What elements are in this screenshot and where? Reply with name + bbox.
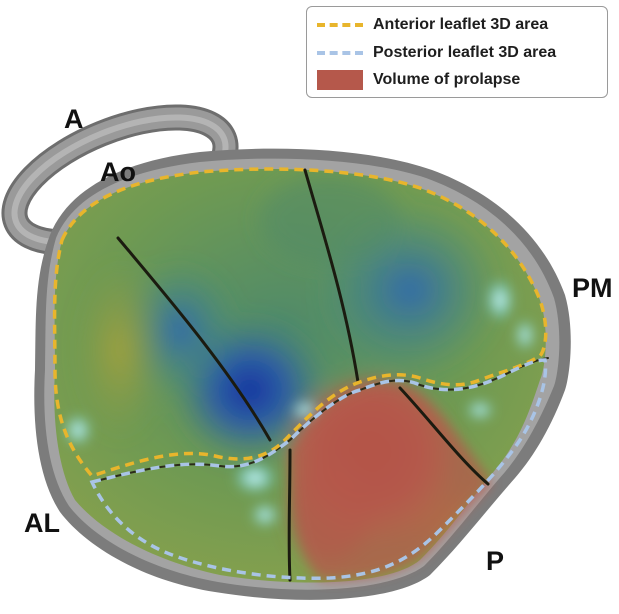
prolapse-swatch (317, 70, 363, 90)
anterior-dash-swatch (317, 23, 363, 27)
legend-item-posterior: Posterior leaflet 3D area (307, 40, 556, 66)
legend-label: Volume of prolapse (373, 71, 521, 88)
legend-item-anterior: Anterior leaflet 3D area (307, 12, 548, 38)
prolapse-volume (290, 383, 492, 581)
scallop-seams (91, 168, 549, 582)
label-posteromedial: PM (572, 273, 613, 303)
legend-label: Anterior leaflet 3D area (373, 16, 549, 33)
posterior-leaflet-outline (89, 358, 548, 581)
anterior-leaflet-outline (52, 167, 548, 479)
label-anterior: A (64, 104, 84, 134)
posterior-dash-swatch (317, 51, 363, 55)
legend-item-prolapse: Volume of prolapse (307, 67, 520, 93)
label-anterolateral: AL (24, 508, 60, 538)
label-posterior: P (486, 546, 505, 576)
legend-label: Posterior leaflet 3D area (373, 44, 557, 61)
label-aorta: Ao (100, 157, 136, 187)
legend: Anterior leaflet 3D area Posterior leafl… (306, 6, 608, 98)
